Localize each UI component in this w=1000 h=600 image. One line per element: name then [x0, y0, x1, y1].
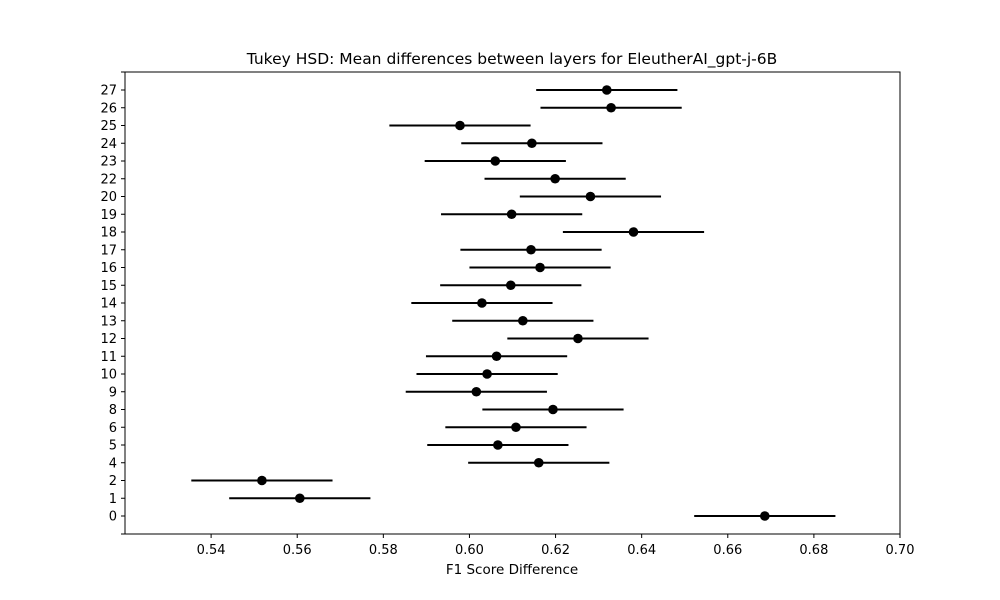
x-tick-label: 0.56: [283, 543, 312, 558]
mean-point-layer-24: [527, 138, 537, 149]
y-tick-label: 19: [100, 208, 117, 223]
y-tick-label: 5: [109, 439, 117, 454]
y-tick-label: 20: [100, 190, 117, 205]
mean-point-layer-2: [257, 475, 267, 486]
mean-point-layer-27: [601, 85, 612, 95]
mean-point-layer-17: [526, 244, 536, 255]
mean-point-layer-26: [606, 102, 616, 113]
y-tick-label: 11: [100, 350, 117, 365]
mean-point-layer-9: [471, 386, 482, 397]
x-axis: 0.54 0.56 0.58 0.60 0.62 0.64 0.66 0.68 0.70: [197, 534, 915, 558]
y-tick-label: 15: [100, 279, 117, 294]
mean-point-layer-5: [493, 440, 503, 450]
mean-point-layer-6: [511, 422, 521, 433]
mean-point-layer-23: [490, 156, 501, 166]
y-tick-label: 13: [100, 314, 117, 329]
x-tick-label: 0.66: [713, 543, 742, 558]
y-tick-label: 16: [100, 261, 117, 276]
x-tick-label: 0.70: [886, 543, 915, 558]
y-tick-label: 17: [100, 243, 117, 258]
chart-title: Tukey HSD: Mean differences between laye…: [246, 50, 778, 69]
y-tick-label: 26: [100, 101, 117, 116]
x-tick-label: 0.64: [627, 543, 656, 558]
x-tick-label: 0.62: [541, 543, 570, 558]
mean-point-layer-1: [295, 493, 305, 504]
y-tick-label: 24: [100, 137, 117, 152]
y-tick-label: 23: [100, 155, 117, 170]
y-tick-label: 22: [100, 172, 117, 187]
mean-point-layer-25: [455, 120, 465, 131]
mean-point-layer-15: [505, 280, 516, 291]
y-tick-label: 18: [100, 226, 117, 241]
mean-point-layer-16: [535, 262, 545, 273]
mean-point-layer-4: [533, 457, 544, 468]
x-tick-label: 0.68: [799, 543, 828, 558]
y-tick-label: 8: [109, 403, 117, 418]
y-tick-label: 12: [100, 332, 117, 347]
plot-marks: [191, 85, 836, 521]
mean-point-layer-12: [573, 333, 583, 344]
y-tick-label: 0: [109, 510, 117, 525]
mean-point-layer-14: [477, 298, 487, 308]
mean-point-layer-11: [491, 351, 502, 362]
mean-point-layer-0: [760, 511, 770, 521]
x-tick-label: 0.60: [455, 543, 484, 558]
mean-point-layer-13: [518, 315, 528, 326]
mean-point-layer-20: [585, 191, 596, 202]
y-tick-label: 25: [100, 119, 117, 134]
y-tick-label: 14: [100, 297, 117, 312]
y-tick-label: 4: [109, 456, 117, 471]
y-axis: 0124568910111213141516171819202223242526…: [100, 71, 125, 535]
y-tick-label: 2: [109, 474, 117, 489]
x-tick-label: 0.58: [369, 543, 398, 558]
y-tick-label: 27: [100, 84, 117, 99]
y-tick-label: 1: [109, 492, 117, 507]
x-tick-label: 0.54: [197, 543, 226, 558]
mean-point-layer-18: [628, 227, 639, 237]
mean-point-layer-22: [550, 173, 560, 184]
mean-point-layer-19: [506, 209, 517, 220]
x-axis-label: F1 Score Difference: [446, 562, 578, 578]
y-tick-label: 10: [100, 368, 117, 383]
mean-point-layer-10: [482, 369, 492, 379]
mean-point-layer-8: [548, 404, 558, 415]
y-tick-label: 9: [109, 385, 117, 400]
y-tick-label: 6: [109, 421, 117, 436]
